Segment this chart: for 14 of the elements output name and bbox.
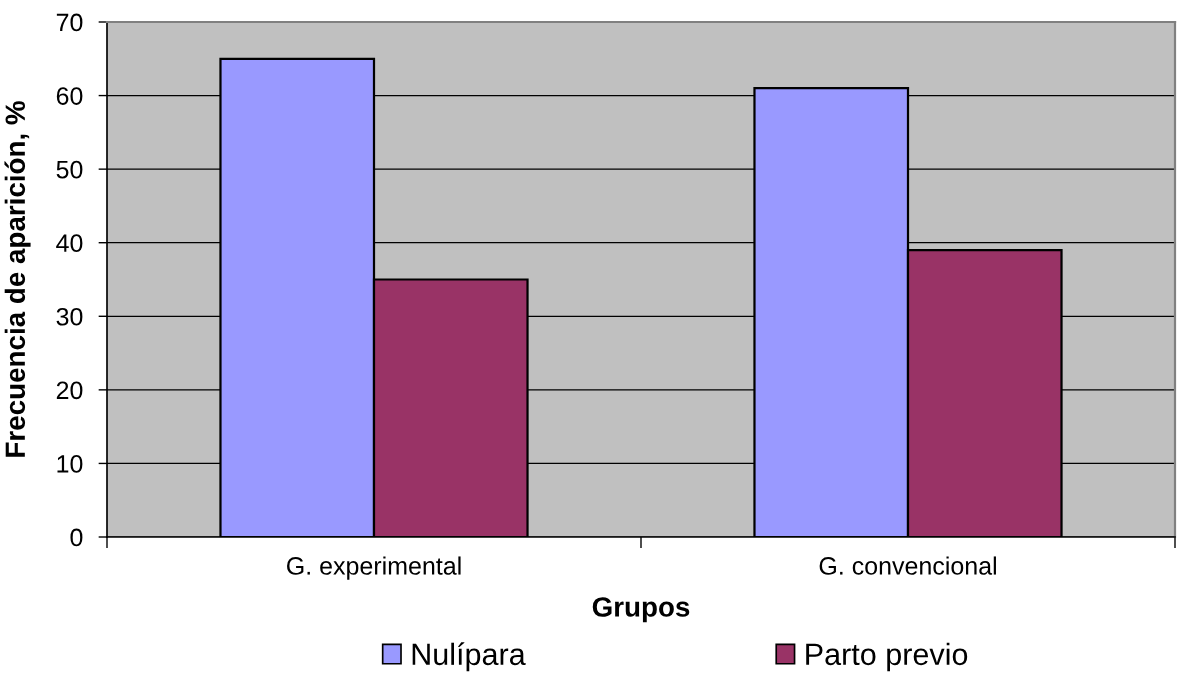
y-tick-label: 40: [56, 234, 83, 253]
x-axis-title: Grupos: [592, 597, 690, 623]
y-tick-label: 50: [56, 160, 83, 179]
legend-label: Nulípara: [412, 642, 526, 672]
y-tick-label: 10: [57, 455, 83, 473]
y-tick-label: 20: [56, 381, 83, 400]
y-tick-label: 0: [70, 528, 83, 547]
y-axis-title: Frecuencia de aparición, %: [4, 101, 31, 457]
legend-label: Parto previo: [806, 642, 968, 672]
y-tick-label: 30: [56, 307, 83, 326]
x-tick-label: G. convencional: [819, 556, 996, 575]
x-tick-label: G. experimental: [287, 556, 461, 580]
y-tick-label: 60: [56, 87, 83, 105]
y-tick-label: 70: [56, 13, 83, 32]
